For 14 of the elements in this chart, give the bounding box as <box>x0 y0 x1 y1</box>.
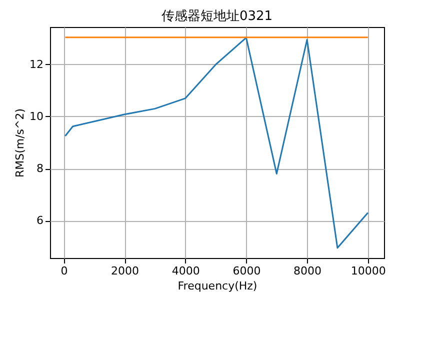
x-tick-label: 6000 <box>232 264 261 278</box>
line-series <box>64 36 369 249</box>
x-tick-label: 8000 <box>294 264 322 278</box>
y-tick-label: 10 <box>30 110 44 123</box>
chart-title: 传感器短地址0321 <box>161 9 273 24</box>
x-tick-label: 0 <box>60 264 68 278</box>
y-axis-title: RMS(m/s^2) <box>14 108 27 178</box>
y-tick-label: 8 <box>36 162 44 176</box>
x-tick-label: 10000 <box>350 264 386 278</box>
y-tick-label: 6 <box>36 214 44 228</box>
y-tick-label: 12 <box>30 58 44 71</box>
x-axis-title: Frequency(Hz) <box>178 280 258 292</box>
x-tick-label: 2000 <box>111 264 140 278</box>
x-tick-label: 4000 <box>172 264 200 278</box>
